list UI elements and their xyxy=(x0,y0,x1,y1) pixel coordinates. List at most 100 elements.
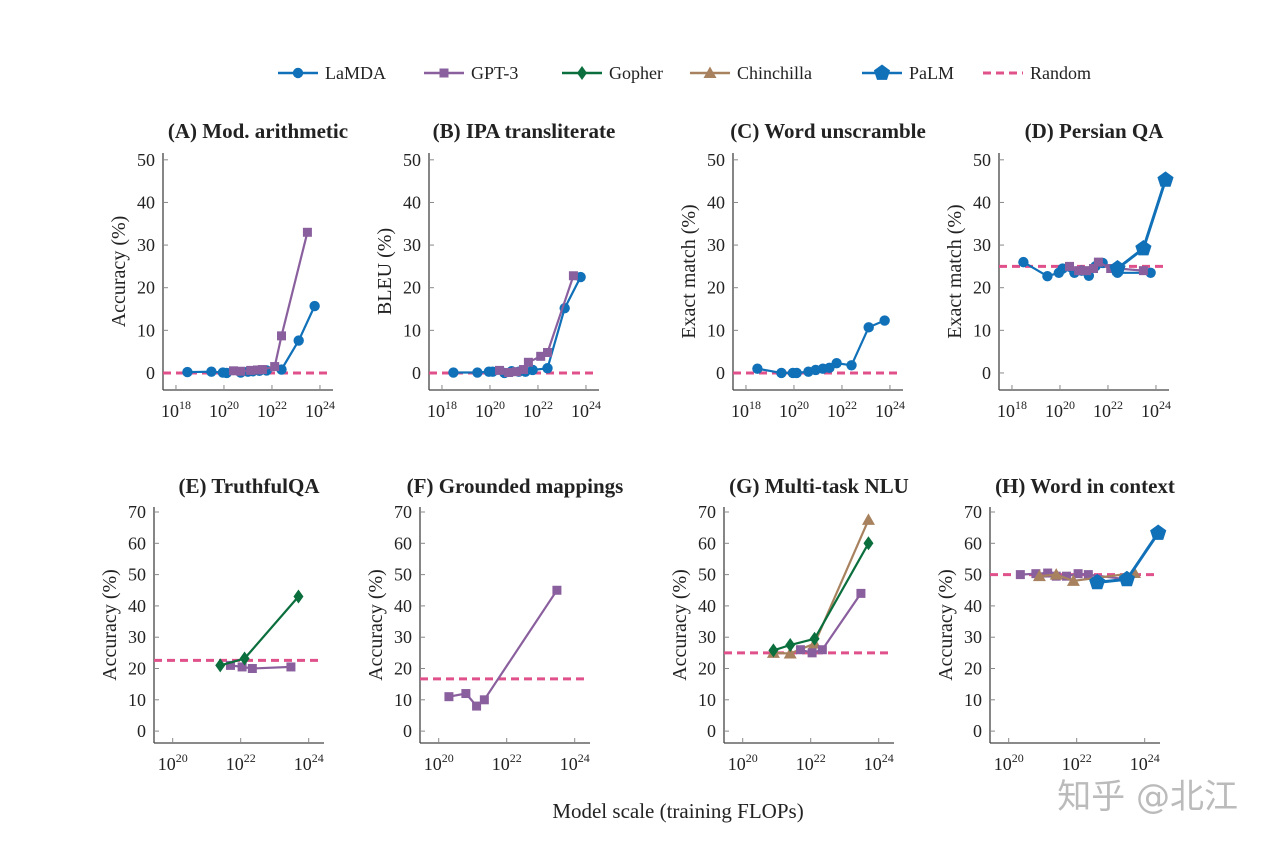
data-point-gpt3 xyxy=(472,701,482,711)
x-tick-label: 1020 xyxy=(728,751,758,774)
data-point-gpt3 xyxy=(286,662,296,672)
data-point-lamda xyxy=(527,364,538,376)
data-point-palm xyxy=(1089,573,1106,590)
x-tick-label: 1024 xyxy=(305,398,335,421)
y-tick-label: 30 xyxy=(137,235,155,255)
y-tick-label: 60 xyxy=(128,533,146,553)
legend: LaMDA GPT-3 Gopher Chinchilla PaLM Random xyxy=(278,63,1091,83)
data-point-gpt3 xyxy=(519,365,529,375)
x-tick-label: 1022 xyxy=(1062,751,1092,774)
data-point-chinchilla xyxy=(1066,574,1080,586)
data-point-gpt3 xyxy=(495,365,505,375)
y-tick-label: 40 xyxy=(137,192,155,212)
y-tick-label: 30 xyxy=(403,235,421,255)
data-point-gpt3 xyxy=(1073,569,1083,579)
y-tick-label: 30 xyxy=(128,627,146,647)
x-tick-label: 1022 xyxy=(796,751,826,774)
legend-item-gopher: Gopher xyxy=(562,63,663,83)
y-tick-label: 60 xyxy=(698,533,716,553)
series-gpt3 xyxy=(795,588,866,658)
data-point-gpt3 xyxy=(1089,264,1099,274)
data-point-gopher xyxy=(809,631,820,646)
y-tick-label: 30 xyxy=(973,235,991,255)
x-tick-label: 1024 xyxy=(294,751,324,774)
series-palm xyxy=(1109,171,1174,276)
y-tick-label: 30 xyxy=(964,627,982,647)
series-line-lamda xyxy=(453,276,582,375)
watermark: 知乎 @北江 xyxy=(1057,777,1238,817)
x-tick-label: 1020 xyxy=(424,751,454,774)
x-tick-label: 1024 xyxy=(1130,751,1160,774)
data-point-gpt3 xyxy=(270,362,280,372)
panel-title: (C) Word unscramble xyxy=(730,119,926,143)
data-point-gpt3 xyxy=(461,689,471,699)
y-tick-label: 70 xyxy=(698,502,716,522)
y-tick-label: 0 xyxy=(973,721,982,741)
y-tick-label: 20 xyxy=(394,659,412,679)
y-tick-label: 20 xyxy=(973,278,991,298)
y-axis-label: Accuracy (%) xyxy=(108,216,130,328)
data-point-gopher xyxy=(293,589,304,604)
data-point-gpt3 xyxy=(817,645,827,655)
data-point-gpt3 xyxy=(1082,266,1092,276)
y-tick-label: 40 xyxy=(403,192,421,212)
x-axis-label: Model scale (training FLOPs) xyxy=(552,799,803,823)
series-lamda xyxy=(448,271,586,379)
y-axis-label: BLEU (%) xyxy=(374,228,396,315)
data-point-lamda xyxy=(293,335,304,346)
series-gpt3 xyxy=(495,271,578,378)
y-tick-label: 40 xyxy=(128,596,146,616)
legend-label: Gopher xyxy=(609,63,663,83)
data-point-gpt3 xyxy=(795,645,805,655)
y-tick-label: 70 xyxy=(394,502,412,522)
data-point-gpt3 xyxy=(1031,569,1041,579)
data-point-gpt3 xyxy=(1065,261,1075,271)
y-tick-label: 70 xyxy=(128,502,146,522)
y-tick-label: 0 xyxy=(982,363,991,383)
data-point-gpt3 xyxy=(247,664,257,674)
series-chinchilla xyxy=(766,513,875,659)
legend-label: PaLM xyxy=(909,63,954,83)
series-line-chinchilla xyxy=(1039,571,1135,583)
y-tick-label: 10 xyxy=(128,690,146,710)
data-point-gpt3 xyxy=(807,648,817,658)
y-tick-label: 10 xyxy=(403,320,421,340)
data-point-gopher xyxy=(768,643,779,658)
y-tick-label: 10 xyxy=(698,690,716,710)
series-line-gpt3 xyxy=(800,592,862,655)
panel-title: (E) TruthfulQA xyxy=(179,474,321,498)
x-tick-label: 1020 xyxy=(475,398,505,421)
panel-title: (H) Word in context xyxy=(995,474,1175,498)
y-tick-label: 30 xyxy=(707,235,725,255)
panel-title: (A) Mod. arithmetic xyxy=(168,119,348,143)
y-tick-label: 50 xyxy=(137,150,155,170)
y-tick-label: 20 xyxy=(137,278,155,298)
panel-title: (F) Grounded mappings xyxy=(407,474,624,498)
series-gpt3 xyxy=(229,227,312,376)
data-point-gpt3 xyxy=(536,351,546,361)
legend-marker-circle xyxy=(292,67,304,79)
y-tick-label: 40 xyxy=(964,596,982,616)
data-point-gopher xyxy=(785,638,796,653)
data-point-palm xyxy=(1135,240,1152,256)
y-tick-label: 60 xyxy=(964,533,982,553)
data-point-gpt3 xyxy=(236,366,246,376)
data-point-lamda xyxy=(1018,256,1029,268)
x-tick-label: 1018 xyxy=(427,398,457,421)
x-tick-label: 1022 xyxy=(1093,398,1123,421)
y-tick-label: 0 xyxy=(137,721,146,741)
data-point-gopher xyxy=(239,651,250,666)
data-point-lamda xyxy=(791,367,802,379)
data-point-gpt3 xyxy=(444,692,454,702)
y-tick-label: 40 xyxy=(698,596,716,616)
data-point-gpt3 xyxy=(237,662,247,672)
legend-marker-triangle xyxy=(703,66,717,78)
legend-label: Chinchilla xyxy=(737,63,812,83)
data-point-lamda xyxy=(448,367,459,378)
